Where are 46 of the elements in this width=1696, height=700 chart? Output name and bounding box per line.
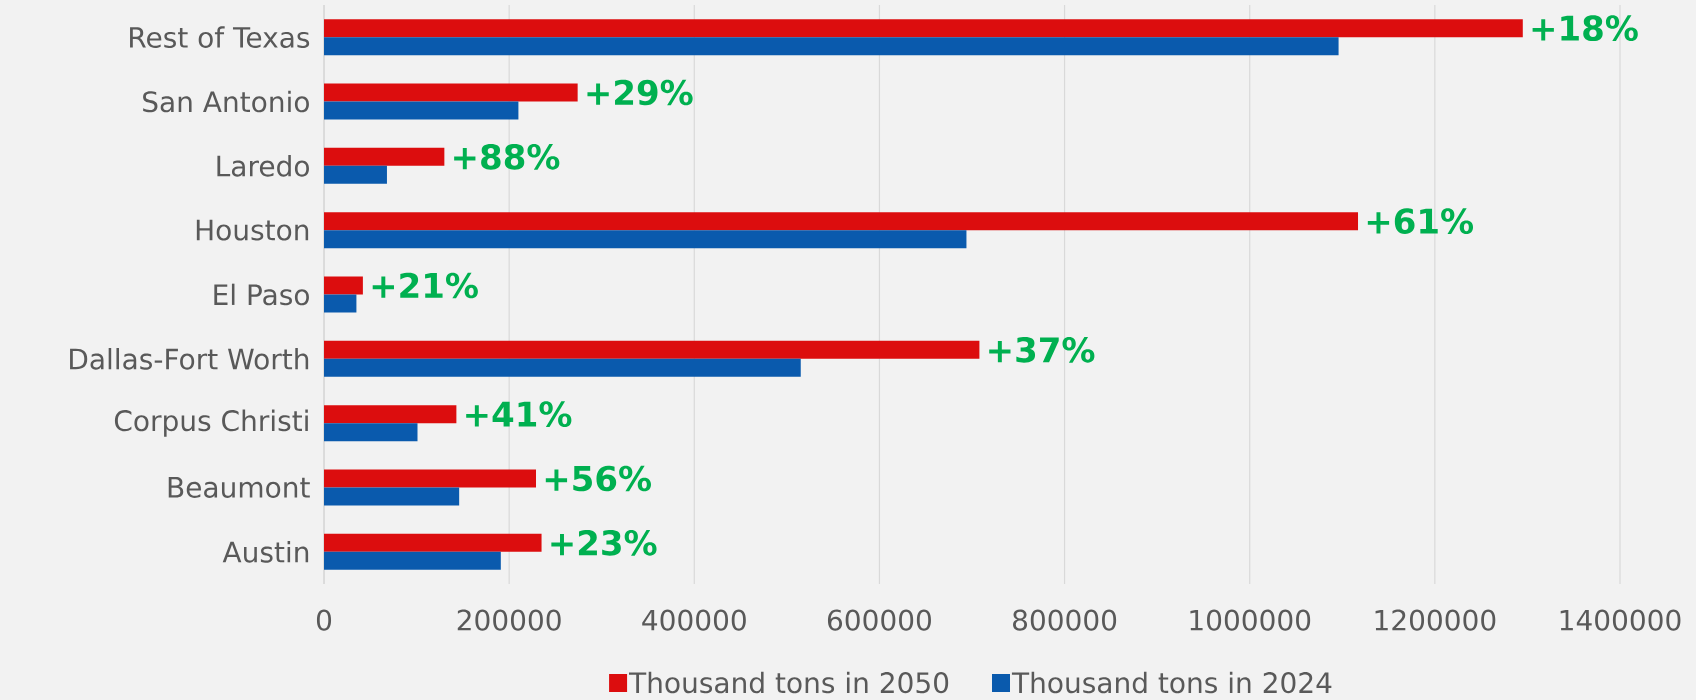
bar — [324, 147, 445, 166]
bar — [324, 405, 457, 424]
bar — [324, 230, 967, 249]
annotation: +41% — [466, 401, 572, 428]
bar — [324, 487, 460, 506]
annotation: +23% — [551, 529, 657, 556]
y-tick-label: Laredo — [217, 155, 309, 177]
annotation: +88% — [454, 143, 560, 170]
bar — [324, 212, 1359, 231]
annotation: +18% — [1532, 15, 1638, 42]
y-tick-label: Austin — [222, 541, 309, 563]
y-tick-label: Rest of Texas — [130, 26, 310, 48]
legend-label: Thousand tons in 2050 — [629, 671, 949, 694]
x-tick-label: 1000000 — [1190, 609, 1311, 631]
bar — [324, 358, 801, 377]
bar — [324, 83, 578, 102]
annotation: +21% — [372, 272, 478, 299]
bar — [324, 340, 980, 359]
bar — [324, 276, 363, 295]
y-tick-label: Corpus Christi — [114, 409, 308, 437]
bar — [324, 19, 1523, 38]
y-tick-label: Houston — [196, 219, 309, 241]
y-tick-label: San Antonio — [143, 90, 309, 113]
annotation: +56% — [545, 465, 651, 492]
bar — [324, 101, 519, 120]
y-tick-label: Dallas-Fort Worth — [70, 348, 309, 370]
x-tick-label: 200000 — [457, 609, 561, 631]
bar — [324, 423, 418, 442]
bar — [324, 294, 357, 313]
x-tick-label: 800000 — [1013, 609, 1117, 631]
x-tick-label: 1200000 — [1375, 609, 1496, 631]
annotation: +61% — [1367, 208, 1474, 235]
x-tick-label: 400000 — [642, 609, 746, 631]
legend-label: Thousand tons in 2024 — [1011, 671, 1332, 694]
y-tick-label: El Paso — [214, 283, 309, 306]
annotation: +29% — [587, 79, 693, 106]
annotation: +37% — [989, 336, 1095, 363]
bar — [324, 469, 536, 488]
bar — [324, 37, 1339, 56]
bar — [324, 165, 387, 184]
x-tick-label: 600000 — [827, 609, 931, 631]
bar — [324, 551, 501, 570]
y-tick-label: Beaumont — [168, 477, 310, 498]
bar — [324, 533, 542, 552]
x-tick-label: 0 — [316, 609, 332, 631]
x-tick-label: 1400000 — [1560, 609, 1681, 631]
